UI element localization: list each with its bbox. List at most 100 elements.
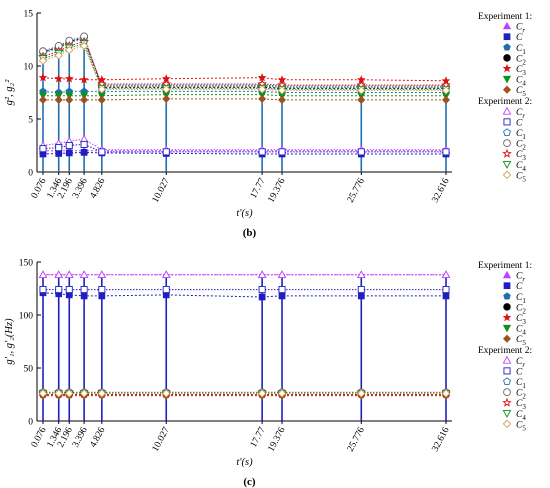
data-point <box>442 286 450 294</box>
legend-marker <box>502 75 512 84</box>
legend-marker <box>502 355 512 364</box>
series-line <box>42 45 446 91</box>
data-point <box>162 286 170 294</box>
data-point <box>278 148 286 156</box>
legend-marker <box>502 63 512 73</box>
data-point <box>258 148 266 156</box>
legend-label: C5 <box>516 420 526 432</box>
legend-label: C5 <box>516 171 526 183</box>
legend-label: C2 <box>516 140 526 152</box>
x-tick-label: 4.826 <box>89 425 108 449</box>
x-tick-label: 17.77 <box>249 425 268 449</box>
legend-marker <box>503 128 511 136</box>
x-tick-label: 19.376 <box>267 176 288 204</box>
data-point <box>258 286 266 294</box>
data-point <box>55 150 63 157</box>
data-point <box>98 148 106 156</box>
x-tick-label: 19.376 <box>267 425 288 453</box>
data-point <box>278 292 286 300</box>
y-tick-label: 0 <box>28 169 33 179</box>
data-point <box>278 95 287 104</box>
data-point <box>356 270 366 279</box>
data-point <box>54 95 63 104</box>
legend-label: Cr <box>516 108 525 120</box>
data-point <box>357 148 365 156</box>
x-axis-label: t'(s) <box>236 208 253 219</box>
data-point <box>277 389 287 398</box>
data-point <box>55 144 63 152</box>
data-point <box>64 270 74 279</box>
legend-marker <box>502 21 512 30</box>
series-line <box>42 35 446 88</box>
legend-marker <box>502 312 512 322</box>
series-line <box>43 98 446 101</box>
legend-marker <box>503 43 511 51</box>
data-point <box>65 141 73 150</box>
legend-label: C <box>516 282 523 292</box>
data-point <box>65 389 74 398</box>
data-point <box>441 270 451 279</box>
data-point <box>54 389 63 398</box>
legend-marker <box>503 303 511 311</box>
legend-label: C4 <box>516 76 526 88</box>
legend-label: Cr <box>516 272 525 284</box>
data-point <box>441 389 451 398</box>
data-point <box>79 75 89 84</box>
data-point <box>79 389 89 398</box>
series-line <box>42 37 446 87</box>
legend-group-title: Experiment 1: <box>478 12 532 22</box>
legend-label: C5 <box>516 86 526 98</box>
y-tick-label: 15 <box>24 10 34 20</box>
y-axis-label: g'₁, g'₂(Hz) <box>4 318 15 365</box>
legend-label: C5 <box>516 335 526 347</box>
legend-label: C <box>516 118 523 128</box>
series-line <box>43 94 446 97</box>
data-point <box>79 41 89 51</box>
series-line <box>42 151 446 155</box>
y-tick-label: 100 <box>19 312 34 322</box>
data-point <box>79 270 89 279</box>
data-point <box>54 270 64 279</box>
legend-marker <box>502 397 512 407</box>
legend-marker <box>502 324 512 333</box>
data-point <box>54 51 63 60</box>
legend-marker <box>503 377 511 385</box>
data-point <box>442 292 450 300</box>
legend-label: C4 <box>516 161 526 173</box>
data-point <box>357 292 365 300</box>
legend-label: C3 <box>516 314 526 326</box>
legend-label: C <box>516 367 523 377</box>
legend-label: C1 <box>516 129 526 141</box>
x-axis-label: t'(s) <box>236 457 253 468</box>
legend-marker <box>502 148 512 158</box>
legend-marker <box>503 139 511 147</box>
series-line <box>42 292 446 298</box>
data-point <box>54 74 64 83</box>
series-line <box>42 90 446 94</box>
series-line <box>42 77 447 82</box>
y-tick-label: 5 <box>28 116 33 126</box>
y-tick-label: 150 <box>19 259 34 269</box>
data-point <box>38 73 48 82</box>
x-tick-label: 3.396 <box>71 176 90 200</box>
legend-label: Cr <box>516 357 525 369</box>
data-point <box>65 149 73 157</box>
legend-label: C3 <box>516 399 526 411</box>
x-tick-label: 10.027 <box>151 425 172 453</box>
legend-marker <box>502 409 512 418</box>
x-tick-label: 25.776 <box>346 425 367 453</box>
data-point <box>97 85 107 94</box>
x-tick-label: 17.77 <box>249 176 268 200</box>
legend-marker <box>503 54 511 62</box>
data-point <box>277 270 287 279</box>
legend-label: C2 <box>516 54 526 66</box>
data-point <box>441 86 451 95</box>
panel-caption: (b) <box>243 227 257 239</box>
legend-label: C1 <box>516 293 526 305</box>
data-point <box>357 95 366 104</box>
data-point <box>98 292 106 300</box>
legend-label: C4 <box>516 410 526 422</box>
